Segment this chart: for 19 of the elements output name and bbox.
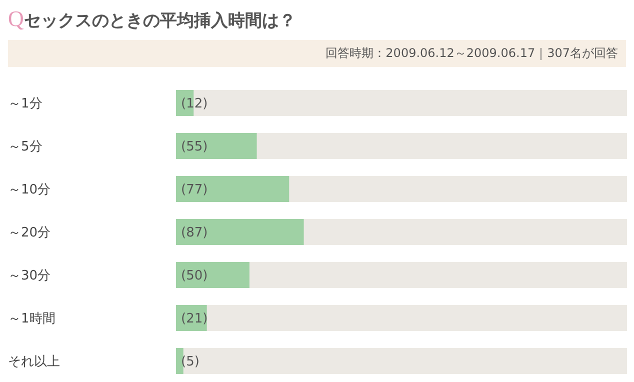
data-label: (21) [181, 312, 208, 327]
y-tick-label: ～1分 [8, 96, 42, 112]
y-tick-label: ～1時間 [8, 312, 56, 326]
y-tick-label: ～5分 [8, 140, 42, 154]
data-label: (50) [181, 268, 208, 284]
chart-subtitle: 回答時期：2009.06.12～2009.06.17｜307名が回答 [8, 40, 626, 67]
y-tick-label: ～10分 [8, 182, 51, 198]
y-tick-label: それ以上 [8, 354, 60, 370]
data-label: (77) [181, 182, 208, 198]
y-tick-label: ～20分 [8, 226, 51, 240]
bar [176, 348, 184, 374]
data-label: (12) [181, 96, 208, 112]
data-label: (5) [181, 354, 200, 370]
data-label: (55) [181, 140, 208, 155]
data-label: (87) [181, 226, 208, 241]
y-tick-label: ～30分 [8, 268, 51, 284]
bar [176, 133, 257, 159]
chart-title: Qセックスのときの平均挿入時間は？ [8, 6, 296, 31]
bar [176, 262, 250, 288]
